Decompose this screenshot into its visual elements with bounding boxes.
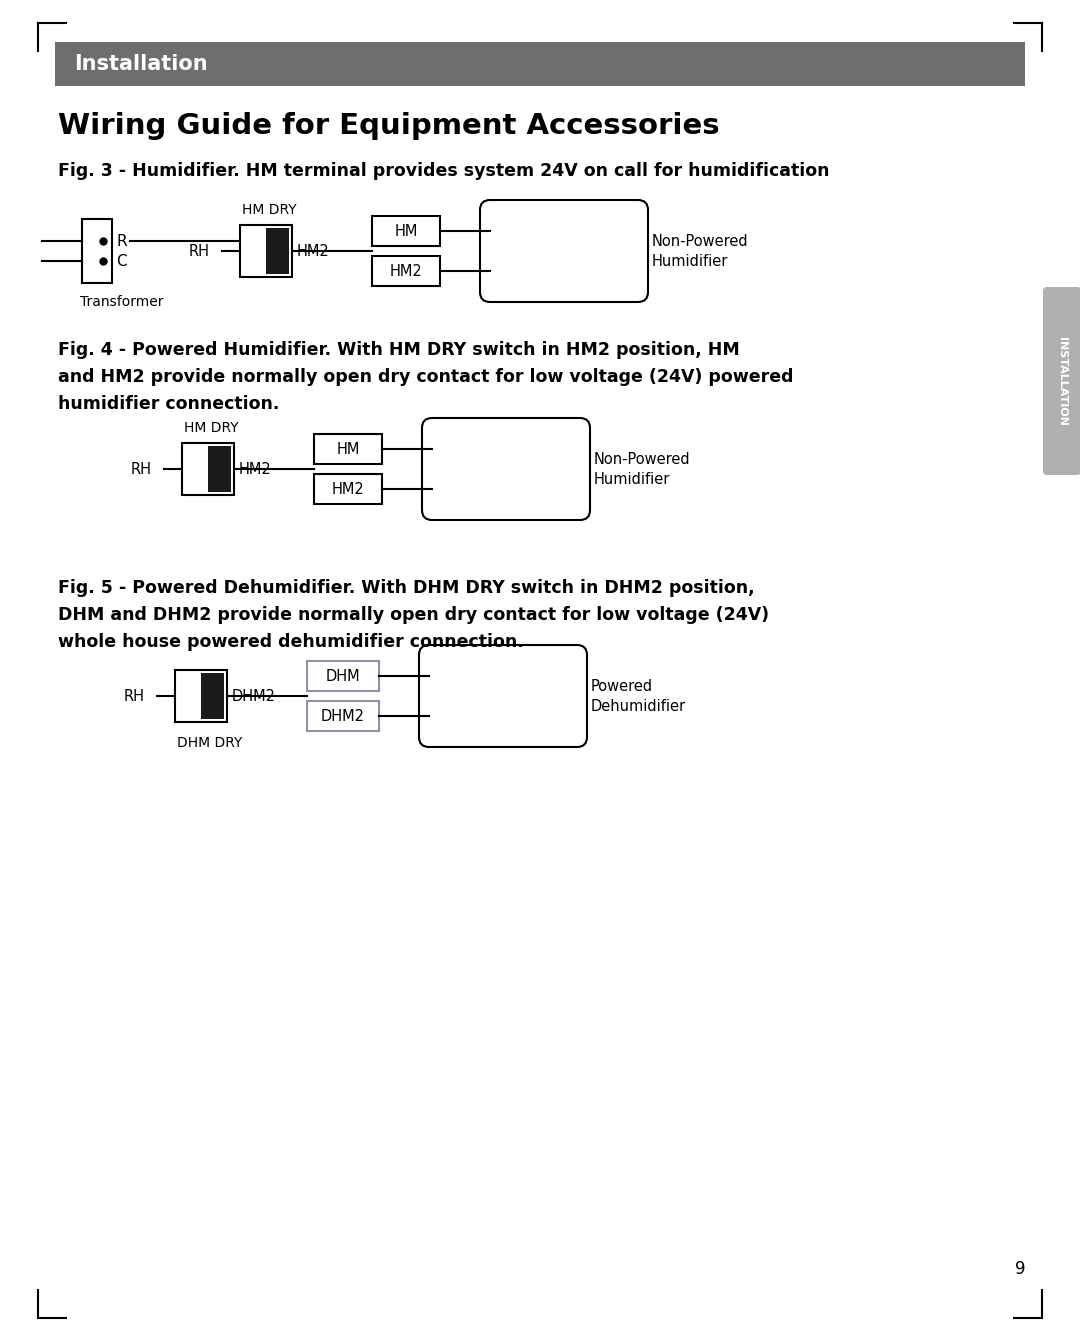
Text: Fig. 4 - Powered Humidifier. With HM DRY switch in HM2 position, HM: Fig. 4 - Powered Humidifier. With HM DRY… [58,341,740,359]
Text: HM: HM [394,224,418,239]
Text: Transformer: Transformer [80,295,163,308]
FancyBboxPatch shape [1043,287,1080,475]
Text: Powered: Powered [591,679,653,693]
Text: Installation: Installation [75,54,207,74]
Text: DHM2: DHM2 [232,688,276,704]
Text: Fig. 3 - Humidifier. HM terminal provides system 24V on call for humidification: Fig. 3 - Humidifier. HM terminal provide… [58,162,829,180]
Text: 9: 9 [1015,1261,1025,1278]
Text: HM2: HM2 [390,263,422,279]
Text: HM DRY: HM DRY [184,421,239,434]
Bar [55,42,1025,86]
Text: Fig. 5 - Powered Dehumidifier. With DHM DRY switch in DHM2 position,: Fig. 5 - Powered Dehumidifier. With DHM … [58,579,755,597]
Bar [240,225,292,278]
Text: DHM DRY: DHM DRY [177,736,242,750]
Text: Wiring Guide for Equipment Accessories: Wiring Guide for Equipment Accessories [58,113,719,139]
Bar [307,661,379,691]
Text: DHM2: DHM2 [321,708,365,724]
Bar [266,228,289,274]
FancyBboxPatch shape [422,418,590,520]
FancyBboxPatch shape [419,645,588,747]
Text: Humidifier: Humidifier [652,253,728,268]
Text: whole house powered dehumidifier connection.: whole house powered dehumidifier connect… [58,633,524,650]
Text: DHM: DHM [326,669,361,684]
Text: Non-Powered: Non-Powered [594,452,690,467]
Bar [208,447,231,492]
Text: RH: RH [124,688,145,704]
Bar [175,670,227,721]
Text: HM2: HM2 [297,244,329,259]
Bar [314,434,382,464]
Text: and HM2 provide normally open dry contact for low voltage (24V) powered: and HM2 provide normally open dry contac… [58,367,794,386]
Text: HM: HM [336,441,360,456]
Bar [372,216,440,245]
Text: C: C [116,253,126,268]
Text: humidifier connection.: humidifier connection. [58,396,280,413]
Text: Dehumidifier: Dehumidifier [591,699,686,713]
Bar [82,219,112,283]
Text: HM2: HM2 [239,461,272,476]
Bar [307,701,379,731]
Text: RH: RH [131,461,152,476]
Text: R: R [116,233,126,248]
Bar [183,443,234,495]
Text: DHM and DHM2 provide normally open dry contact for low voltage (24V): DHM and DHM2 provide normally open dry c… [58,606,769,624]
Bar [372,256,440,286]
FancyBboxPatch shape [480,200,648,302]
Text: Non-Powered: Non-Powered [652,233,748,248]
Text: HM DRY: HM DRY [242,202,297,217]
Text: Humidifier: Humidifier [594,472,671,487]
Bar [314,473,382,504]
Text: RH: RH [189,244,210,259]
Bar [201,673,224,719]
Text: INSTALLATION: INSTALLATION [1057,337,1067,425]
Text: HM2: HM2 [332,481,364,496]
